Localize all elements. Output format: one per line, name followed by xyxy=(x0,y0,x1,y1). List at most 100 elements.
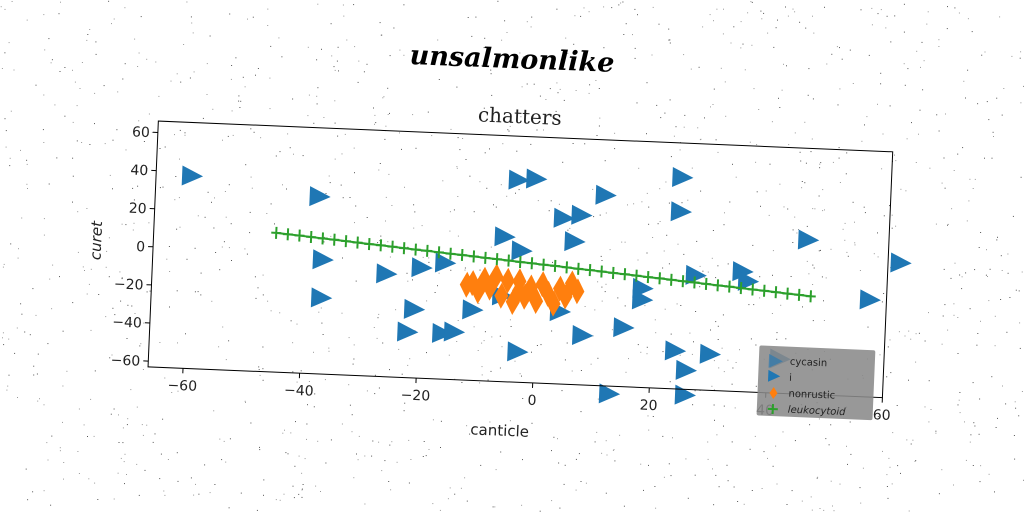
data-point-nonrustic xyxy=(489,263,504,290)
data-point-leukocytoid xyxy=(352,236,363,249)
y-tick-label: 40 xyxy=(130,163,148,180)
data-point-leukocytoid xyxy=(561,261,572,274)
data-point-i xyxy=(181,165,204,186)
chart-title: chatters xyxy=(478,102,563,129)
data-point-i xyxy=(494,226,516,247)
data-point-i xyxy=(434,252,457,273)
data-point-leukocytoid xyxy=(654,272,665,285)
x-axis-label: canticle xyxy=(470,420,529,440)
data-point-leukocytoid xyxy=(689,276,700,289)
data-point-leukocytoid xyxy=(666,273,677,286)
data-point-leukocytoid xyxy=(573,262,584,275)
data-point-leukocytoid xyxy=(759,284,770,297)
data-point-leukocytoid xyxy=(294,229,305,242)
data-point-leukocytoid xyxy=(584,264,596,277)
data-point-leukocytoid xyxy=(538,258,549,271)
data-point-leukocytoid xyxy=(631,269,642,282)
data-point-leukocytoid xyxy=(526,257,537,270)
data-point-nonrustic xyxy=(541,280,556,307)
y-tick-label: −20 xyxy=(114,276,144,293)
data-point-leukocytoid xyxy=(794,288,805,301)
data-point-leukocytoid xyxy=(468,250,479,263)
data-point-leukocytoid xyxy=(643,271,654,284)
data-point-i xyxy=(564,231,586,252)
data-point-i xyxy=(443,321,466,342)
data-point-leukocytoid xyxy=(712,279,723,292)
data-point-i xyxy=(312,249,334,270)
chart-marks xyxy=(181,165,912,405)
data-point-i xyxy=(732,261,754,282)
data-point-nonrustic xyxy=(523,274,538,301)
data-point-i xyxy=(672,166,694,187)
data-point-i xyxy=(511,240,533,261)
data-point-nonrustic xyxy=(553,275,568,302)
x-tick-label: −60 xyxy=(167,378,197,395)
data-point-leukocytoid xyxy=(782,287,793,300)
legend-header-marker xyxy=(768,353,783,368)
data-point-i xyxy=(507,341,529,362)
data-point-nonrustic xyxy=(494,282,509,309)
data-point-nonrustic xyxy=(512,268,527,295)
legend-label-leukocytoid: leukocytoid xyxy=(788,405,847,418)
x-tick-label: −40 xyxy=(284,383,314,400)
data-point-leukocytoid xyxy=(375,239,386,252)
plot-area-frame xyxy=(147,120,894,399)
y-axis-label: curet xyxy=(86,220,106,261)
data-point-leukocytoid xyxy=(805,290,816,303)
data-point-i xyxy=(571,325,594,345)
legend-marker-i xyxy=(767,369,781,382)
data-point-i xyxy=(309,186,331,207)
data-point-i xyxy=(403,298,426,319)
data-point-leukocytoid xyxy=(503,254,514,267)
data-point-nonrustic xyxy=(564,270,579,297)
y-tick-label: 0 xyxy=(136,239,146,255)
data-point-i xyxy=(797,229,820,250)
chart-rotated-group: chatters −60 −40 −20 0 20 40 60 −60 −40 −20 0 20 40… xyxy=(86,102,912,441)
data-point-leukocytoid xyxy=(422,244,433,257)
data-point-nonrustic xyxy=(529,288,544,315)
data-point-leukocytoid xyxy=(480,251,491,264)
data-point-leukocytoid xyxy=(735,282,747,295)
data-point-nonrustic xyxy=(477,266,492,293)
data-point-nonrustic xyxy=(535,271,550,298)
y-tick-label: 60 xyxy=(132,124,150,141)
legend: cycasin i nonrustic leukocytoid xyxy=(756,345,876,421)
y-tick-label: −60 xyxy=(110,353,140,370)
data-point-leukocytoid xyxy=(747,283,758,296)
data-point-i xyxy=(890,252,912,273)
data-point-i xyxy=(396,321,419,342)
data-point-i xyxy=(674,384,696,405)
data-point-i xyxy=(376,263,398,284)
data-point-i xyxy=(411,257,433,278)
data-point-leukocytoid xyxy=(724,280,735,293)
data-point-i xyxy=(737,270,760,291)
legend-header: cycasin xyxy=(790,357,828,370)
data-point-i xyxy=(508,169,530,190)
data-point-leukocytoid xyxy=(596,265,607,278)
y-axis-ticks: −60 −40 −20 0 20 40 60 xyxy=(110,124,158,370)
data-point-leukocytoid xyxy=(364,237,375,251)
data-point-leukocytoid xyxy=(271,226,282,239)
data-point-leukocytoid xyxy=(433,246,444,259)
data-point-i xyxy=(595,184,617,205)
data-point-leukocytoid xyxy=(701,277,712,290)
legend-box xyxy=(756,345,876,421)
data-point-i xyxy=(670,201,693,222)
x-tick-label: −20 xyxy=(400,387,430,404)
y-tick-label: 20 xyxy=(128,201,146,218)
data-point-i xyxy=(632,277,654,298)
x-tick-label: 20 xyxy=(639,397,657,414)
data-point-leukocytoid xyxy=(340,235,352,248)
data-point-i xyxy=(613,317,635,338)
data-point-i xyxy=(310,287,333,308)
data-point-leukocytoid xyxy=(410,243,421,256)
data-point-i xyxy=(431,322,454,343)
data-point-leukocytoid xyxy=(306,230,317,244)
x-tick-label: 60 xyxy=(872,407,890,424)
series-leukocytoid xyxy=(271,226,816,303)
data-point-leukocytoid xyxy=(619,268,630,281)
data-point-leukocytoid xyxy=(770,286,781,299)
data-point-leukocytoid xyxy=(399,242,410,255)
